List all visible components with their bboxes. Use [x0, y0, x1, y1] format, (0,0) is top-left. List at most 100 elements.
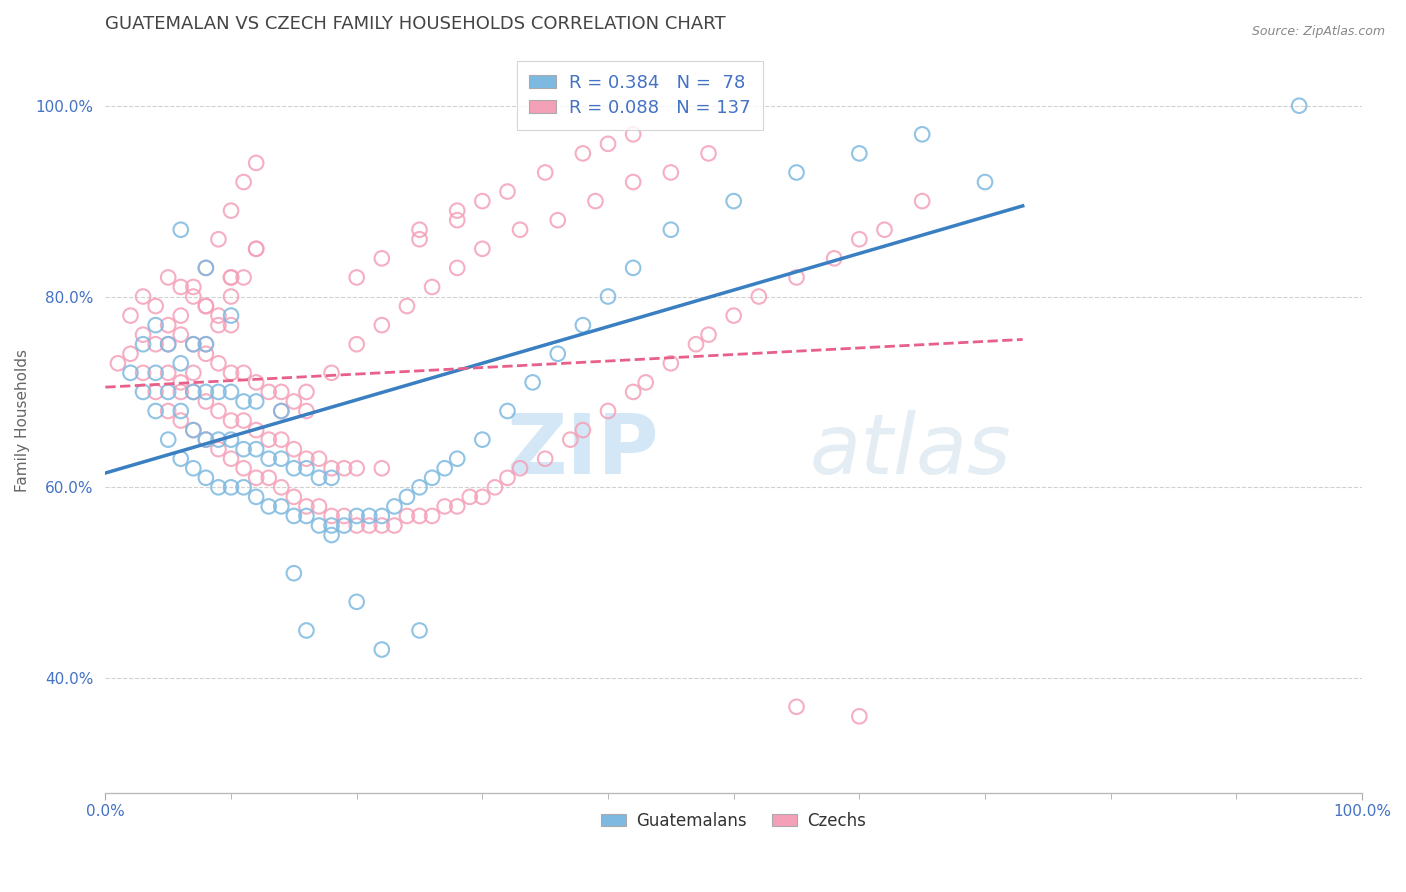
Point	[471, 490, 494, 504]
Point	[395, 508, 418, 523]
Point	[371, 508, 394, 523]
Point	[446, 451, 468, 466]
Point	[157, 337, 180, 351]
Point	[170, 327, 193, 342]
Point	[321, 461, 343, 475]
Point	[194, 394, 217, 409]
Point	[183, 384, 205, 399]
Point	[219, 366, 242, 380]
Point	[232, 175, 254, 189]
Point	[534, 165, 557, 179]
Point	[219, 270, 242, 285]
Point	[157, 404, 180, 418]
Point	[384, 500, 406, 514]
Point	[157, 384, 180, 399]
Point	[232, 394, 254, 409]
Point	[446, 213, 468, 227]
Point	[295, 404, 318, 418]
Point	[194, 433, 217, 447]
Point	[207, 232, 229, 246]
Point	[496, 185, 519, 199]
Point	[219, 309, 242, 323]
Point	[446, 500, 468, 514]
Point	[232, 366, 254, 380]
Point	[283, 394, 305, 409]
Point	[283, 566, 305, 581]
Point	[232, 461, 254, 475]
Point	[346, 518, 368, 533]
Legend: Guatemalans, Czechs: Guatemalans, Czechs	[595, 805, 873, 837]
Point	[295, 500, 318, 514]
Point	[270, 433, 292, 447]
Point	[245, 376, 267, 390]
Point	[484, 480, 506, 494]
Point	[346, 337, 368, 351]
Point	[270, 384, 292, 399]
Point	[522, 376, 544, 390]
Point	[283, 442, 305, 457]
Point	[157, 433, 180, 447]
Point	[207, 356, 229, 370]
Point	[471, 242, 494, 256]
Point	[295, 461, 318, 475]
Point	[183, 289, 205, 303]
Point	[408, 480, 430, 494]
Point	[408, 232, 430, 246]
Point	[371, 461, 394, 475]
Point	[219, 413, 242, 427]
Point	[748, 289, 770, 303]
Point	[157, 337, 180, 351]
Point	[132, 327, 155, 342]
Point	[245, 490, 267, 504]
Point	[257, 451, 280, 466]
Point	[408, 508, 430, 523]
Point	[132, 366, 155, 380]
Point	[723, 309, 745, 323]
Point	[194, 299, 217, 313]
Point	[471, 194, 494, 208]
Point	[395, 490, 418, 504]
Point	[257, 500, 280, 514]
Point	[257, 384, 280, 399]
Point	[219, 203, 242, 218]
Text: ZIP: ZIP	[506, 409, 658, 491]
Point	[170, 223, 193, 237]
Point	[157, 366, 180, 380]
Point	[170, 356, 193, 370]
Point	[911, 128, 934, 142]
Point	[120, 366, 142, 380]
Point	[496, 471, 519, 485]
Point	[295, 624, 318, 638]
Point	[183, 423, 205, 437]
Point	[371, 642, 394, 657]
Point	[321, 366, 343, 380]
Point	[145, 404, 167, 418]
Point	[848, 146, 870, 161]
Point	[245, 242, 267, 256]
Point	[659, 165, 682, 179]
Point	[786, 699, 808, 714]
Point	[659, 356, 682, 370]
Point	[183, 423, 205, 437]
Point	[572, 423, 595, 437]
Point	[145, 299, 167, 313]
Point	[420, 471, 443, 485]
Point	[786, 270, 808, 285]
Point	[395, 299, 418, 313]
Point	[145, 318, 167, 333]
Point	[194, 260, 217, 275]
Point	[219, 433, 242, 447]
Point	[723, 194, 745, 208]
Point	[183, 337, 205, 351]
Point	[408, 624, 430, 638]
Point	[194, 299, 217, 313]
Point	[245, 156, 267, 170]
Point	[232, 413, 254, 427]
Point	[207, 309, 229, 323]
Point	[270, 404, 292, 418]
Point	[283, 490, 305, 504]
Point	[433, 461, 456, 475]
Text: GUATEMALAN VS CZECH FAMILY HOUSEHOLDS CORRELATION CHART: GUATEMALAN VS CZECH FAMILY HOUSEHOLDS CO…	[105, 15, 725, 33]
Point	[170, 309, 193, 323]
Point	[207, 318, 229, 333]
